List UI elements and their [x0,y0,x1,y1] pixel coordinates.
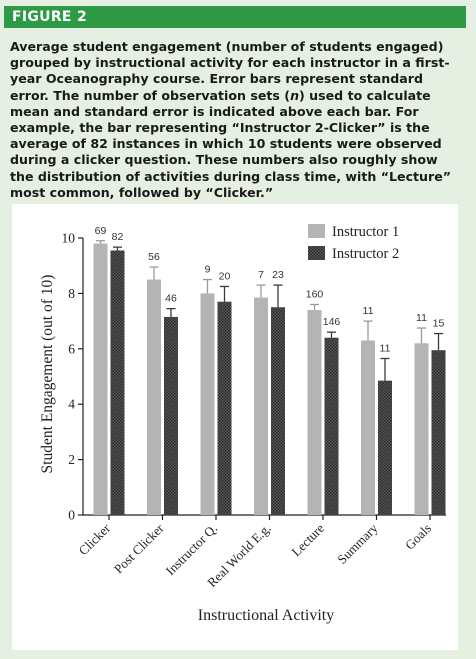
bar-instructor2 [110,250,125,515]
figure-caption: Average student engagement (number of st… [10,39,458,201]
bar-instructor2 [431,350,446,515]
bar-instructor1 [414,343,429,515]
n-label-instructor1: 56 [148,251,160,263]
bar-instructor1 [254,297,268,515]
x-tick-label: Post Clicker [111,520,167,576]
n-label-instructor1: 11 [416,312,427,324]
n-label-instructor2: 46 [165,293,177,305]
y-tick-label: 4 [68,397,75,412]
n-label-instructor1: 9 [205,264,211,276]
chart-panel: 0 2 4 6 8 10 Clicker 69 82 Post Clicker 56 46 Instru… [12,204,458,650]
y-tick-label: 10 [62,231,76,246]
y-tick-label: 8 [68,286,75,301]
n-label-instructor2: 15 [433,318,445,330]
legend-label-instructor1: Instructor 1 [332,224,399,240]
x-tick-label: Lecture [288,520,327,559]
n-label-instructor1: 69 [95,225,107,237]
n-label-instructor1: 7 [258,269,264,281]
bar-instructor1 [93,243,108,515]
y-tick-label: 6 [68,341,75,356]
legend-swatch-instructor1 [308,224,325,238]
bar-instructor1 [147,279,161,515]
caption-text-1: Average student engagement (number of st… [10,39,450,103]
bar-instructor1 [361,340,375,515]
n-label-instructor2: 23 [272,269,284,281]
bar-instructor1 [200,293,215,515]
x-tick-label: Instructor Q. [163,521,221,579]
y-tick-label: 2 [68,452,75,467]
figure-header: FIGURE 2 [4,6,466,28]
bar-instructor1 [307,310,322,515]
n-label-instructor2: 20 [219,270,231,282]
bar-instructor2 [271,307,285,515]
bar-instructor2 [324,337,339,515]
legend-label-instructor2: Instructor 2 [332,246,399,262]
bar-instructor2 [378,380,392,515]
n-label-instructor2: 146 [323,316,341,328]
n-label-instructor2: 11 [380,342,391,354]
n-label-instructor1: 11 [363,305,374,317]
n-label-instructor2: 82 [112,231,124,243]
bar-instructor2 [217,301,232,515]
y-axis-label: Student Engagement (out of 10) [39,275,56,474]
n-label-instructor1: 160 [306,288,324,300]
caption-n-symbol: n [290,87,300,103]
y-tick-label: 0 [68,508,75,523]
legend-swatch-instructor2 [308,246,325,260]
x-tick-label: Summary [334,520,381,567]
bar-instructor2 [164,316,178,515]
x-tick-label: Goals [402,521,434,553]
caption-text-2: ) used to calculate mean and standard er… [10,87,452,200]
x-tick-label: Clicker [75,520,113,558]
figure-label: FIGURE 2 [12,9,87,25]
x-axis-label: Instructional Activity [198,607,334,624]
